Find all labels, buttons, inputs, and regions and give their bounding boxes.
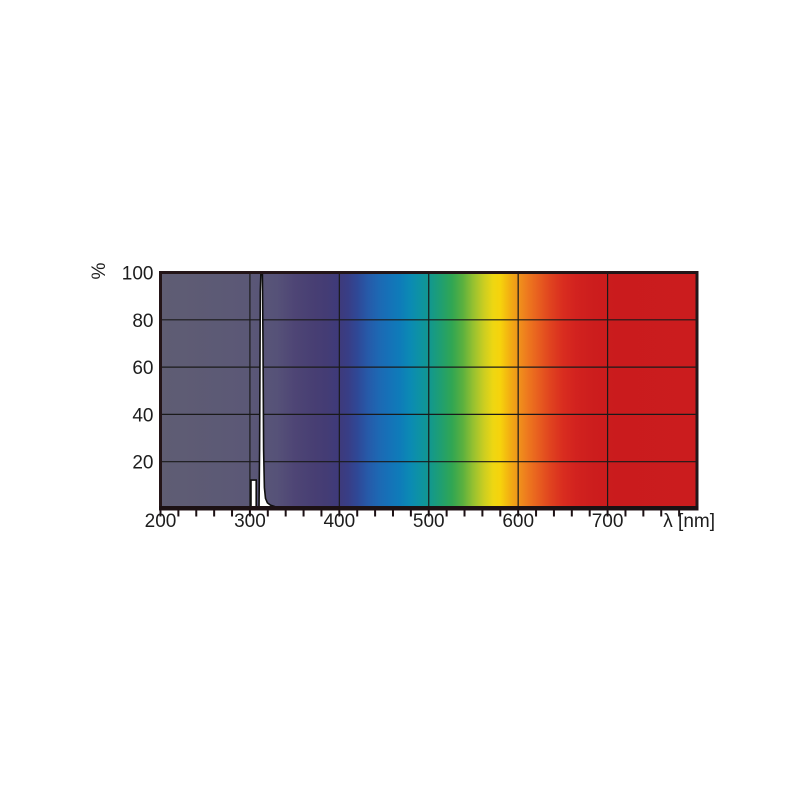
- y-axis-title: %: [89, 262, 110, 279]
- x-tick-label: 400: [323, 511, 355, 532]
- y-tick-label: 60: [132, 358, 153, 379]
- gridlines: [160, 272, 697, 509]
- x-tick-label: 300: [234, 511, 266, 532]
- x-axis-labels: 200 300 400 500 600 700 λ [nm]: [145, 511, 715, 532]
- x-tick-label: 600: [502, 511, 534, 532]
- y-tick-label: 100: [122, 264, 154, 285]
- x-tick-label: 500: [413, 511, 445, 532]
- x-tick-label: 200: [145, 511, 177, 532]
- x-axis-ticks: [159, 510, 681, 517]
- x-tick-label: 700: [592, 511, 624, 532]
- y-tick-label: 40: [132, 405, 153, 426]
- y-tick-label: 20: [132, 453, 153, 474]
- y-axis-labels: 20 40 60 80 100%: [89, 262, 154, 473]
- x-axis-title: λ [nm]: [663, 511, 715, 532]
- y-tick-label: 80: [132, 311, 153, 332]
- plot-area: [159, 271, 699, 511]
